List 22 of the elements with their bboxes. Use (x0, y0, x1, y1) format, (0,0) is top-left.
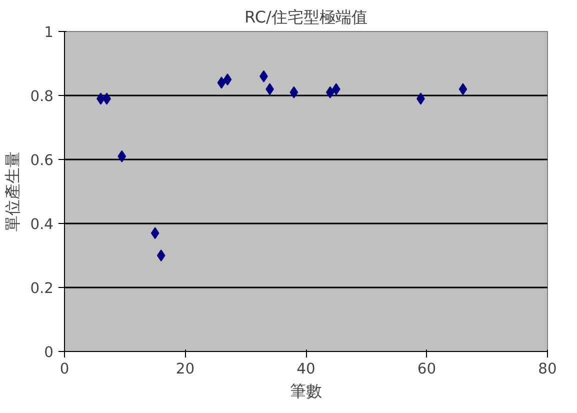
chart-title: RC/住宅型極端值 (244, 8, 368, 26)
y-tick-label: 1 (44, 24, 54, 41)
y-tick-label: 0.8 (30, 88, 54, 105)
y-axis-title: 單位產生量 (3, 152, 22, 232)
x-tick-label: 60 (417, 360, 436, 378)
point (290, 86, 298, 98)
y-tick-label: 0.6 (30, 152, 54, 169)
point (217, 76, 226, 89)
x-tick-label: 80 (538, 360, 557, 378)
point (150, 227, 160, 240)
point (326, 86, 334, 98)
y-tick-label: 0.4 (30, 216, 54, 233)
point (223, 74, 232, 86)
y-tick-label: 0 (44, 344, 54, 361)
y-tick-label: 0.2 (30, 280, 54, 297)
point (458, 83, 468, 96)
point (118, 150, 126, 162)
x-tick-label: 20 (176, 360, 195, 378)
x-tick-label: 0 (60, 360, 70, 378)
x-tick-label: 40 (296, 360, 316, 378)
x-axis-title: 筆數 (290, 382, 322, 400)
point (156, 250, 166, 262)
